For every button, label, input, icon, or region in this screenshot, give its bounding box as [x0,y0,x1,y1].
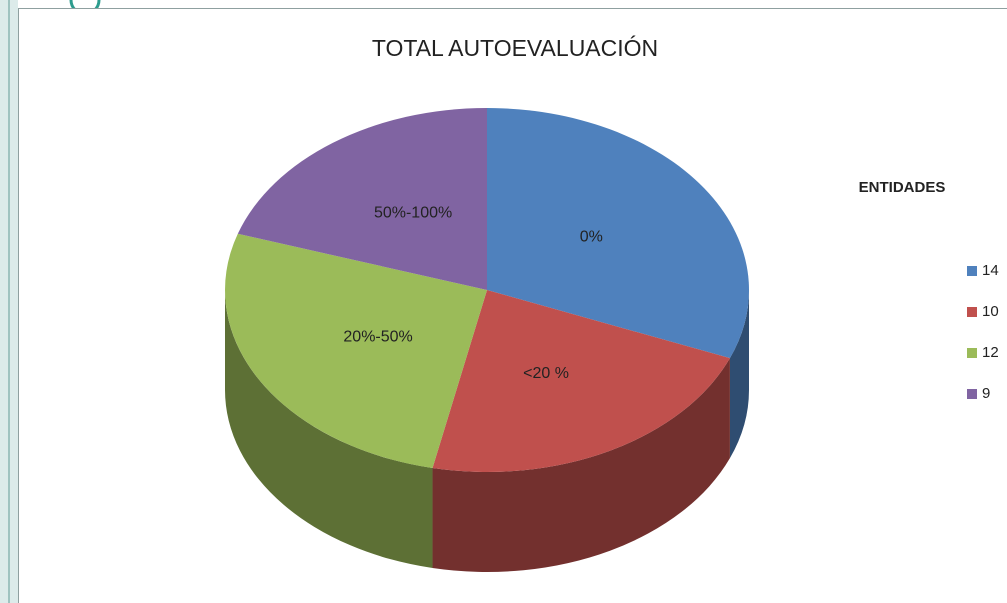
slice-side [225,290,433,569]
legend-swatch [967,307,977,317]
legend-swatch [967,266,977,276]
slice-label: 0% [580,228,603,245]
slice-side [432,358,730,572]
legend-title: ENTIDADES [859,179,946,196]
slice [432,290,730,472]
legend-label: 12 [982,344,999,361]
legend-swatch [967,348,977,358]
legend-swatch [967,389,977,399]
slice [225,233,488,469]
slice-side [729,290,749,459]
slice-label: 50%-100% [374,205,452,222]
slice-label: 20%-50% [343,329,412,346]
slice [237,108,487,290]
chart-title: TOTAL AUTOEVALUACIÓN [372,35,658,61]
legend-label: 10 [982,303,999,320]
legend-label: 9 [982,385,990,402]
legend-label: 14 [982,262,999,279]
slice [487,108,749,359]
slice-label: <20 % [523,365,569,382]
